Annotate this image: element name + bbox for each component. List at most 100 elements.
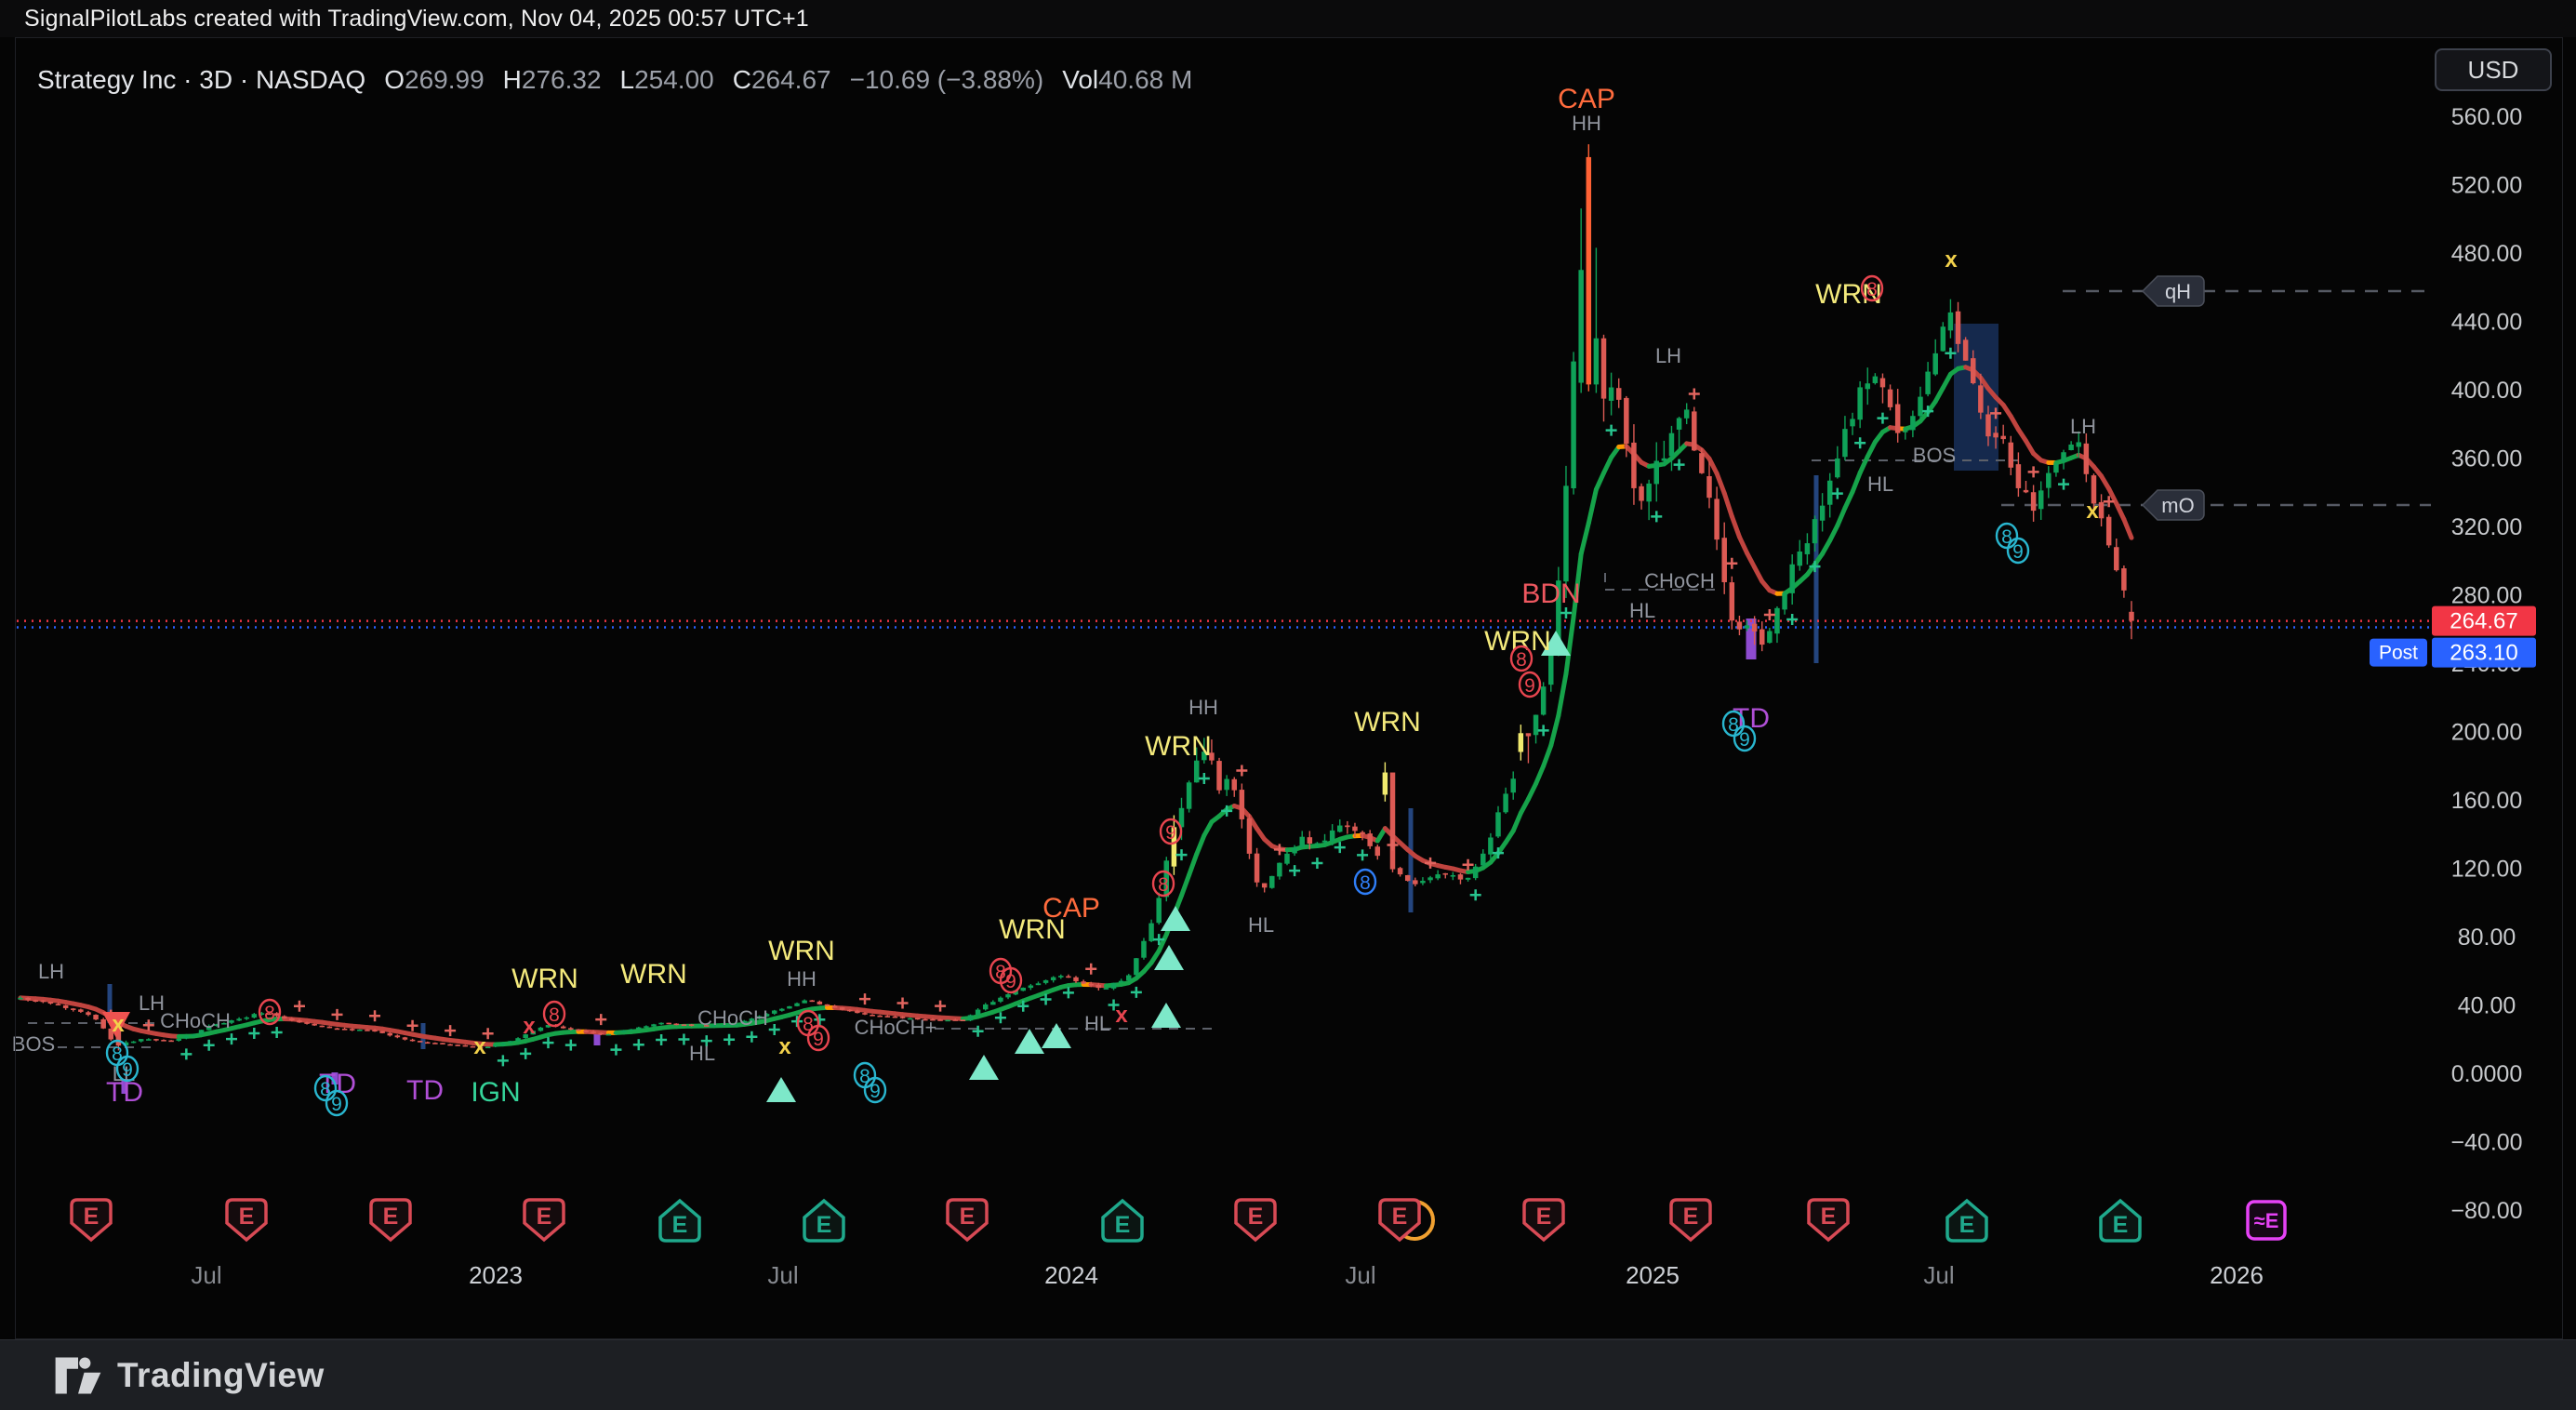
earnings-markers[interactable]: E E E E E E E E E E E E E E E ≈E — [70, 1198, 2287, 1243]
price-level-dotted-lines — [17, 619, 2429, 629]
earnings-icon[interactable]: E — [1378, 1198, 1435, 1243]
svg-text:−80.00: −80.00 — [2450, 1198, 2522, 1224]
svg-text:CHoCH+: CHoCH+ — [855, 1016, 937, 1039]
svg-text:HH: HH — [1188, 696, 1218, 719]
sell-signal-triangle — [102, 1012, 130, 1038]
svg-text:2025: 2025 — [1626, 1261, 1680, 1289]
svg-text:CHoCH: CHoCH — [1644, 569, 1715, 592]
svg-text:8: 8 — [264, 1003, 275, 1024]
supply-zone-box — [1954, 324, 1998, 471]
currency-toggle-button[interactable]: USD — [2435, 48, 2552, 91]
volume-value: 40.68 M — [1098, 65, 1193, 94]
last-price-tag — [2432, 605, 2536, 636]
earnings-icon[interactable]: E — [523, 1198, 565, 1243]
svg-text:E: E — [1683, 1204, 1699, 1230]
svg-text:9: 9 — [1524, 675, 1535, 697]
time-scale[interactable]: Jul 2023 Jul 2024 Jul 2025 Jul 2026 — [191, 1261, 2264, 1289]
earnings-icon[interactable]: E — [658, 1198, 701, 1243]
svg-text:BOS: BOS — [12, 1032, 55, 1056]
svg-text:LH: LH — [1655, 344, 1681, 367]
svg-text:HL: HL — [1867, 472, 1893, 496]
svg-text:E: E — [1821, 1204, 1837, 1230]
level-tag-mO — [2141, 489, 2205, 521]
svg-text:LL: LL — [113, 1062, 135, 1085]
svg-text:263.10: 263.10 — [2450, 641, 2517, 666]
tradingview-logo-icon — [55, 1357, 101, 1394]
svg-text:CAP: CAP — [1558, 84, 1615, 114]
price-scale[interactable]: 560.00 520.00 480.00 440.00 400.00 360.00 320.… — [2450, 104, 2522, 1224]
svg-text:Jul: Jul — [1345, 1261, 1375, 1289]
earnings-icon[interactable]: E — [1669, 1198, 1712, 1243]
svg-text:qH: qH — [2165, 280, 2191, 303]
svg-text:8: 8 — [859, 1066, 870, 1087]
earnings-icon[interactable]: E — [803, 1198, 845, 1243]
earnings-icon[interactable]: E — [225, 1198, 268, 1243]
svg-text:320.00: 320.00 — [2451, 514, 2522, 540]
svg-text:E: E — [537, 1204, 552, 1230]
svg-text:9: 9 — [331, 1094, 342, 1115]
svg-text:8: 8 — [995, 962, 1006, 983]
svg-text:HL: HL — [689, 1042, 715, 1065]
svg-text:x: x — [112, 1012, 125, 1037]
earnings-icon[interactable]: E — [369, 1198, 412, 1243]
low-value: 254.00 — [634, 65, 714, 94]
svg-text:E: E — [1115, 1212, 1131, 1238]
svg-text:2023: 2023 — [469, 1261, 523, 1289]
earnings-icon[interactable]: E — [1945, 1198, 1988, 1243]
svg-text:HL: HL — [1629, 599, 1655, 622]
svg-text:160.00: 160.00 — [2451, 788, 2522, 814]
svg-text:280.00: 280.00 — [2451, 582, 2522, 608]
low-label: L — [619, 65, 635, 94]
earnings-icon[interactable]: E — [1234, 1198, 1277, 1243]
event-vlines — [107, 475, 1819, 1094]
svg-text:HL: HL — [1248, 913, 1274, 937]
svg-text:8: 8 — [1728, 714, 1739, 736]
svg-text:8: 8 — [2001, 526, 2012, 548]
attribution-text: SignalPilotLabs created with TradingView… — [24, 6, 809, 32]
svg-text:HL: HL — [1084, 1012, 1110, 1035]
svg-text:E: E — [383, 1204, 399, 1230]
earnings-icon[interactable]: E — [1522, 1198, 1565, 1243]
tradingview-logo[interactable]: TradingView — [54, 1355, 325, 1396]
svg-text:Jul: Jul — [191, 1261, 221, 1289]
svg-text:WRN: WRN — [1815, 279, 1882, 310]
svg-text:LH: LH — [38, 960, 64, 983]
svg-text:520.00: 520.00 — [2451, 172, 2522, 198]
svg-text:E: E — [84, 1204, 100, 1230]
attribution-bar: SignalPilotLabs created with TradingView… — [0, 0, 2576, 37]
level-tags[interactable]: qH mO — [2001, 275, 2431, 521]
svg-text:9: 9 — [870, 1081, 881, 1102]
earnings-icon[interactable]: E — [1101, 1198, 1144, 1243]
svg-text:HH: HH — [1572, 112, 1601, 135]
svg-text:WRN: WRN — [999, 914, 1066, 945]
signal-plus-marks — [105, 347, 2115, 1067]
earnings-icon[interactable]: ≈E — [2246, 1200, 2287, 1241]
earnings-icon[interactable]: E — [2099, 1198, 2142, 1243]
earnings-icon[interactable]: E — [1807, 1198, 1850, 1243]
svg-text:200.00: 200.00 — [2451, 719, 2522, 745]
svg-text:WRN: WRN — [768, 936, 835, 966]
svg-text:E: E — [960, 1204, 976, 1230]
svg-text:9: 9 — [122, 1059, 133, 1081]
earnings-icon[interactable]: E — [70, 1198, 113, 1243]
svg-text:9: 9 — [1005, 971, 1016, 992]
svg-text:8: 8 — [1158, 874, 1169, 896]
close-label: C — [732, 65, 751, 94]
svg-text:TD: TD — [106, 1077, 143, 1108]
svg-text:x: x — [2086, 499, 2099, 524]
svg-text:WRN: WRN — [620, 959, 687, 990]
svg-text:WRN: WRN — [511, 964, 578, 994]
high-value: 276.32 — [521, 65, 602, 94]
symbol-title: Strategy Inc · 3D · NASDAQ — [37, 65, 366, 94]
candlestick-series — [18, 144, 2134, 1051]
svg-text:560.00: 560.00 — [2451, 104, 2522, 130]
svg-text:8: 8 — [803, 1014, 814, 1035]
svg-text:CAP: CAP — [1042, 893, 1100, 924]
svg-text:BOS: BOS — [1913, 444, 1956, 467]
svg-text:Jul: Jul — [767, 1261, 798, 1289]
svg-text:E: E — [1959, 1212, 1975, 1238]
earnings-icon[interactable]: E — [946, 1198, 989, 1243]
svg-text:9: 9 — [1739, 729, 1750, 751]
